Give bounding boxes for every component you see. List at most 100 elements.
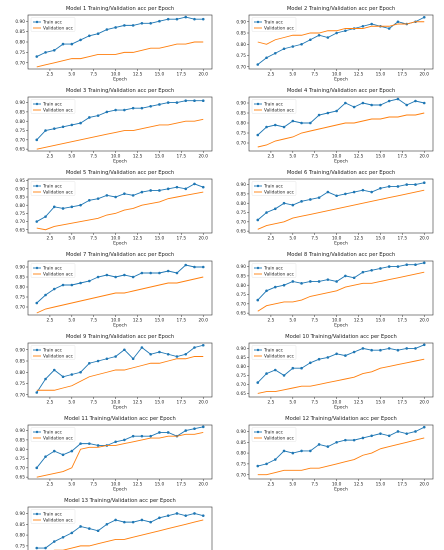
chart-12-x-tick-label: 12.5 xyxy=(354,482,364,488)
chart-5-x-axis-label: Epoch xyxy=(113,241,127,247)
chart-1-title: Model 1 Training/Validation acc per Epoc… xyxy=(66,6,174,12)
chart-5-train-point xyxy=(52,205,56,209)
chart-4-train-point xyxy=(361,101,365,105)
chart-9-train-point xyxy=(114,355,117,358)
chart-7-train-point xyxy=(149,271,152,275)
chart-7-x-tick-label: 20.0 xyxy=(198,318,208,324)
chart-8-y-tick-label: 0.85 xyxy=(236,273,246,279)
chart-6-x-tick-label: 7.5 xyxy=(311,236,318,242)
chart-5-train-point xyxy=(35,220,39,223)
chart-3-series-train-line xyxy=(36,100,204,141)
chart-8-train-point xyxy=(344,274,347,278)
chart-12-series-validation-line xyxy=(257,437,425,476)
chart-10-train-point xyxy=(361,347,365,350)
chart-6-train-point xyxy=(291,203,295,207)
chart-5-train-point xyxy=(158,189,161,192)
chart-10-series-train-line xyxy=(257,344,425,383)
chart-12-legend-marker xyxy=(256,430,260,434)
chart-2-y-tick-label: 0.80 xyxy=(236,42,246,48)
chart-9-x-tick-label: 5.0 xyxy=(68,400,75,406)
chart-9-train-point xyxy=(88,361,91,365)
chart-10-y-tick-label: 0.85 xyxy=(236,355,246,361)
chart-10-title: Model 10 Training/Validation acc per Epo… xyxy=(285,334,397,340)
chart-11-axes-frame xyxy=(27,424,213,480)
chart-10-train-point xyxy=(414,347,417,350)
chart-3-train-point xyxy=(201,99,205,103)
chart-1-train-point xyxy=(123,24,126,27)
chart-11-legend-label: Validation acc xyxy=(43,436,74,442)
chart-7-train-point xyxy=(61,283,65,287)
chart-5-train-point xyxy=(96,197,100,200)
chart-11-y-tick-label: 0.85 xyxy=(15,437,25,443)
chart-3-y-tick-label: 0.80 xyxy=(15,119,25,125)
chart-6-y-tick-label: 0.75 xyxy=(236,210,246,216)
chart-6-axes-frame xyxy=(248,178,434,234)
chart-9-train-point xyxy=(193,346,196,349)
chart-3-train-point xyxy=(175,101,179,104)
chart-8-y-tick-label: 0.65 xyxy=(236,311,246,317)
chart-13-axes-frame xyxy=(27,506,213,550)
chart-9: Model 9 Training/Validation acc per Epoc… xyxy=(15,334,213,411)
chart-9-y-tick-label: 0.90 xyxy=(15,347,25,353)
chart-11-train-point xyxy=(149,434,152,438)
chart-5-series-validation-line xyxy=(36,191,204,231)
chart-2-train-point xyxy=(256,63,260,66)
chart-3-train-point xyxy=(44,129,47,132)
chart-10-train-point xyxy=(387,347,391,350)
chart-5-train-point xyxy=(184,187,188,191)
chart-2-train-point xyxy=(273,51,277,55)
chart-2-x-tick-label: 2.5 xyxy=(267,72,274,78)
chart-8-train-point xyxy=(291,280,295,283)
chart-5-y-tick-label: 0.85 xyxy=(15,195,25,201)
chart-6-x-tick-label: 15.0 xyxy=(376,236,386,242)
chart-11-y-tick-label: 0.75 xyxy=(15,456,25,462)
chart-4-train-point xyxy=(273,123,277,127)
chart-4-train-point xyxy=(309,121,312,125)
chart-10-legend-label: Validation acc xyxy=(264,354,295,360)
chart-9-legend-label: Train acc xyxy=(42,348,63,354)
chart-11-train-point xyxy=(140,434,144,438)
chart-7-train-point xyxy=(105,273,109,277)
chart-6-train-point xyxy=(414,183,417,186)
chart-10-series-validation-line xyxy=(257,358,425,394)
chart-4-train-point xyxy=(422,101,426,105)
chart-7-x-tick-label: 15.0 xyxy=(155,318,165,324)
chart-2-legend-label: Validation acc xyxy=(264,26,295,32)
chart-12-title: Model 12 Training/Validation acc per Epo… xyxy=(285,416,397,422)
chart-4-x-tick-label: 20.0 xyxy=(419,154,429,160)
chart-5-train-point xyxy=(44,215,47,218)
chart-11-x-tick-label: 10.0 xyxy=(111,482,121,488)
chart-8-train-point xyxy=(387,265,391,268)
chart-10-x-tick-label: 5.0 xyxy=(289,400,296,406)
chart-4-x-tick-label: 5.0 xyxy=(289,154,296,160)
chart-6-x-axis-label: Epoch xyxy=(334,241,348,247)
chart-1-train-point xyxy=(70,42,74,46)
chart-6-legend-marker xyxy=(256,184,260,188)
chart-10: Model 10 Training/Validation acc per Epo… xyxy=(236,334,434,411)
chart-7-legend-box xyxy=(30,263,76,278)
chart-7-y-tick-label: 0.75 xyxy=(15,295,25,301)
chart-2-x-tick-label: 20.0 xyxy=(419,72,429,78)
chart-8-x-tick-label: 12.5 xyxy=(354,318,364,324)
chart-11-x-tick-label: 5.0 xyxy=(68,482,75,488)
chart-10-x-tick-label: 15.0 xyxy=(376,400,386,406)
chart-5-train-point xyxy=(105,194,109,197)
chart-12-axes-frame xyxy=(248,424,434,480)
chart-1-train-point xyxy=(175,17,179,21)
chart-10-train-point xyxy=(309,361,312,365)
chart-4-x-tick-label: 2.5 xyxy=(267,154,274,160)
chart-1-train-point xyxy=(96,32,100,35)
chart-1-y-tick-label: 0.90 xyxy=(15,19,25,25)
chart-3-x-tick-label: 15.0 xyxy=(155,154,165,160)
chart-13-train-point xyxy=(149,520,152,524)
chart-6-train-point xyxy=(387,185,391,188)
chart-9-x-tick-label: 20.0 xyxy=(198,400,208,406)
chart-13-y-tick-label: 0.75 xyxy=(15,543,25,549)
chart-13-y-tick-label: 0.80 xyxy=(15,533,25,539)
chart-9-x-tick-label: 15.0 xyxy=(155,400,165,406)
chart-5-legend-label: Train acc xyxy=(42,184,63,190)
chart-9-train-point xyxy=(149,352,152,356)
chart-7-legend-label: Validation acc xyxy=(43,272,74,278)
